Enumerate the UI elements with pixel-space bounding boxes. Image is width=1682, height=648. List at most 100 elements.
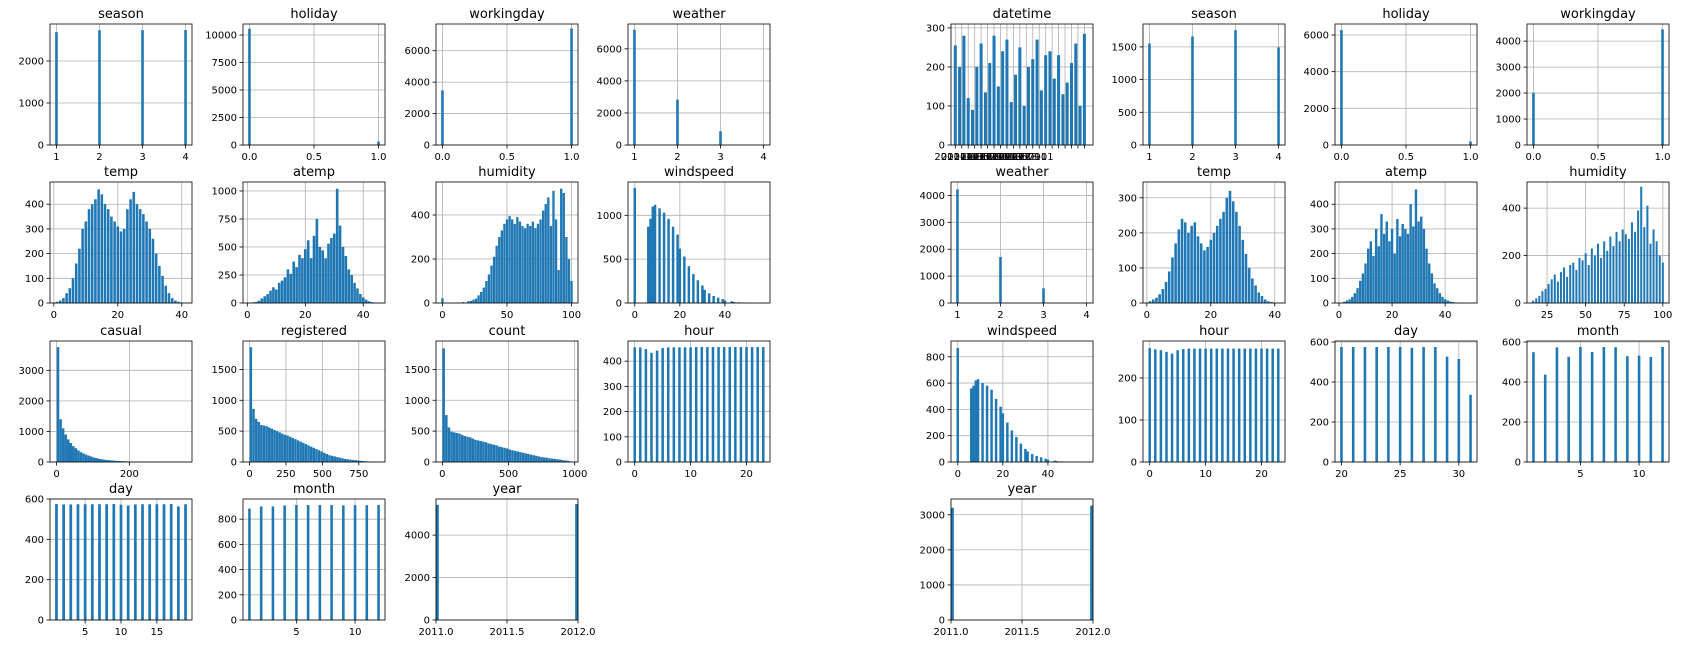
- right-hour-axes-frame: [1142, 340, 1286, 463]
- left-count-bar-41: [550, 458, 554, 462]
- left-atemp-bar-36: [353, 282, 356, 303]
- left-atemp-bar-21: [309, 258, 313, 303]
- left-windspeed-subplot: windspeed 0 20 40 0 500 1000: [597, 165, 771, 321]
- right-year-subplot: year 2011.0 2011.5 2012.0 0 1000 2000 3000: [920, 482, 1111, 638]
- left-atemp-bar-35: [350, 274, 353, 303]
- right-humidity-bar-23: [1603, 241, 1606, 303]
- right-atemp-xtick-label-1: 20: [1386, 310, 1399, 321]
- left-temp-bar-9: [84, 221, 88, 303]
- right-temp-bar-10: [1180, 218, 1184, 303]
- right-month-bar-7: [1614, 347, 1617, 462]
- left-day-bar-17: [177, 506, 180, 620]
- left-count-bar-4: [453, 432, 456, 462]
- left-humidity-bar-43: [570, 281, 573, 303]
- right-humidity-xtick-label-1: 50: [1579, 310, 1592, 321]
- right-day-bar-3: [1375, 347, 1378, 462]
- left-atemp-ytick-label-4: 1000: [212, 186, 237, 197]
- left-atemp-ytick-label-3: 750: [218, 214, 237, 225]
- left-day-bar-4: [83, 504, 87, 620]
- right-datetime-bar-12: [1005, 39, 1009, 146]
- left-weather-xtick-label-1: 2: [674, 152, 680, 163]
- right-windspeed-bar-14: [1019, 443, 1023, 462]
- right-atemp-bar-3: [1348, 299, 1351, 303]
- right-holiday-ytick-label-1: 2000: [1304, 104, 1329, 115]
- left-count-ytick-label-1: 500: [411, 427, 430, 438]
- left-hour-bar-3: [650, 352, 653, 462]
- left-atemp-xtick-label-0: 0: [244, 310, 250, 321]
- right-hour-bar-19: [1254, 348, 1258, 462]
- right-year-ytick-label-0: 0: [939, 616, 945, 627]
- left-atemp-subplot: atemp 0 20 40 0 250 500 750 1000: [212, 165, 386, 321]
- left-season-axes-frame: [49, 23, 193, 146]
- right-hour-bar-7: [1187, 348, 1191, 462]
- left-holiday-bar-1: [377, 141, 380, 145]
- right-workingday-ytick-label-3: 3000: [1496, 63, 1521, 74]
- right-day-bar-5: [1398, 347, 1402, 462]
- right-year-ytick-label-1: 1000: [920, 580, 945, 591]
- left-registered-bar-36: [344, 458, 347, 462]
- left-season-xtick-label-0: 1: [53, 152, 59, 163]
- left-casual-bar-18: [102, 459, 106, 462]
- right-temp-ytick-label-2: 200: [1118, 228, 1137, 239]
- left-hour-bar-19: [739, 347, 743, 462]
- right-temp-bar-3: [1158, 294, 1161, 303]
- right-weather-xtick-label-3: 4: [1083, 310, 1089, 321]
- left-atemp-bar-23: [315, 218, 319, 303]
- left-hour-ytick-label-4: 400: [603, 357, 622, 368]
- right-day-ytick-label-2: 400: [1310, 378, 1329, 389]
- left-count-ytick-label-2: 1000: [405, 396, 430, 407]
- left-month-bar-1: [259, 506, 263, 620]
- left-registered-ytick-label-1: 500: [218, 427, 237, 438]
- right-windspeed-bar-7: [990, 389, 993, 462]
- right-hour-bar-1: [1154, 349, 1157, 462]
- right-atemp-bar-41: [1449, 301, 1452, 303]
- right-atemp-bar-7: [1359, 280, 1362, 303]
- right-weather-ytick-label-4: 4000: [920, 191, 945, 202]
- left-count-bar-21: [498, 446, 501, 462]
- left-hour-bar-11: [694, 347, 698, 462]
- left-windspeed-bar-11: [683, 256, 686, 303]
- left-atemp-title: atemp: [293, 165, 335, 180]
- left-day-bar-12: [141, 504, 144, 620]
- right-temp-bar-2: [1155, 297, 1158, 303]
- right-atemp-axes-frame: [1334, 181, 1478, 304]
- left-workingday-ytick-label-1: 2000: [405, 109, 430, 120]
- left-casual-bar-2: [61, 428, 65, 462]
- right-datetime-bar-8: [988, 63, 992, 145]
- left-season-ytick-label-2: 2000: [19, 56, 44, 67]
- right-humidity-bar-35: [1640, 186, 1643, 303]
- left-registered-bar-2: [254, 418, 258, 462]
- left-temp-bar-0: [55, 301, 59, 303]
- left-day-bar-8: [112, 504, 116, 620]
- left-registered-bar-30: [328, 455, 331, 462]
- left-atemp-bar-14: [289, 273, 293, 303]
- right-datetime-bar-4: [971, 109, 975, 145]
- right-season-title: season: [1191, 7, 1237, 22]
- left-count-bar-28: [516, 451, 520, 462]
- right-month-bar-3: [1567, 356, 1570, 462]
- right-atemp-bar-32: [1425, 248, 1428, 303]
- left-hour-xtick-label-2: 20: [740, 469, 753, 480]
- left-windspeed-title: windspeed: [664, 165, 734, 180]
- left-humidity-bar-5: [472, 299, 475, 303]
- right-holiday-bar-0: [1340, 30, 1343, 146]
- left-hour-bar-18: [734, 347, 737, 462]
- left-count-bar-15: [482, 441, 485, 462]
- right-temp-bar-34: [1257, 292, 1261, 303]
- right-datetime-bar-21: [1044, 55, 1048, 145]
- left-registered-ytick-label-2: 1000: [212, 396, 237, 407]
- right-hour-ytick-label-2: 200: [1118, 373, 1137, 384]
- right-temp-bar-5: [1164, 281, 1168, 303]
- left-humidity-subplot: humidity 0 50 100 0 200 400: [411, 165, 581, 321]
- left-count-bar-42: [553, 458, 557, 462]
- right-temp-bar-6: [1167, 271, 1171, 303]
- left-temp-bar-33: [161, 275, 164, 303]
- right-datetime-xtick-label-12: 2013-01: [1012, 152, 1054, 163]
- right-datetime-xtick-label-6: 2012-01: [973, 152, 1015, 163]
- right-datetime-xtick-label-5: 2011-11: [967, 152, 1009, 163]
- left-count-bar-5: [455, 432, 459, 462]
- left-registered-bar-25: [315, 449, 318, 462]
- left-hour-bar-10: [689, 347, 692, 462]
- left-atemp-ytick-label-2: 500: [218, 242, 237, 253]
- right-humidity-bar-26: [1612, 246, 1615, 303]
